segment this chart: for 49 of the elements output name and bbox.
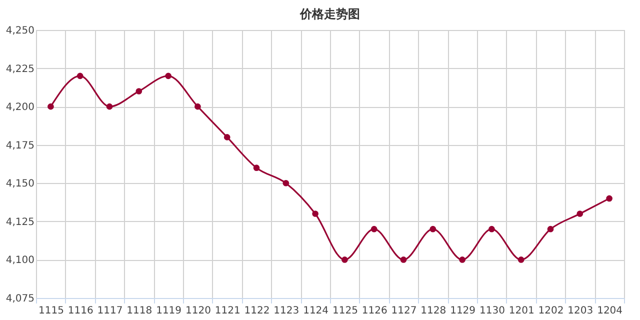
x-tick-label: 1119: [156, 306, 182, 316]
x-tick-label: 1121: [214, 306, 240, 316]
x-tick-label: 1202: [538, 306, 564, 316]
point: [370, 226, 378, 232]
y-tick-label: 4,250: [6, 26, 34, 36]
x-tick-label: 1127: [391, 306, 417, 316]
point: [518, 256, 524, 263]
x-tick-label: 1201: [508, 306, 534, 316]
point: [400, 256, 407, 263]
x-tick-label: 1115: [38, 306, 64, 316]
point: [430, 226, 436, 232]
x-tick-label: 1130: [479, 306, 505, 316]
point: [194, 103, 201, 110]
x-tick-label: 1203: [568, 306, 594, 316]
point: [312, 210, 318, 217]
x-tick-label: 1204: [597, 306, 623, 316]
point: [48, 103, 54, 110]
point: [136, 88, 142, 94]
x-tick-label: 1129: [450, 306, 476, 316]
x-tick-label: 1126: [362, 306, 388, 316]
x-tick-label: 1118: [126, 306, 152, 316]
y-tick-label: 4,075: [6, 294, 34, 304]
y-tick-label: 4,200: [6, 102, 34, 114]
x-tick-label: 1116: [68, 306, 94, 316]
point: [165, 72, 172, 80]
y-tick-label: 4,125: [6, 216, 34, 228]
point: [576, 210, 584, 217]
x-tick-label: 1124: [303, 306, 329, 316]
y-tick-label: 4,100: [6, 255, 34, 266]
point: [606, 195, 612, 202]
point: [224, 134, 230, 140]
y-tick-label: 4,225: [6, 64, 34, 75]
point: [547, 226, 554, 232]
x-tick-label: 1117: [97, 306, 123, 316]
x-tick-label: 1128: [420, 306, 446, 316]
point: [488, 226, 495, 232]
point: [253, 164, 260, 171]
x-tick-label: 1122: [244, 306, 270, 316]
y-tick-label: 4,150: [6, 178, 34, 190]
point: [342, 256, 348, 263]
y-tick-label: 4,175: [6, 140, 34, 152]
point: [76, 72, 84, 80]
x-tick-label: 1123: [274, 306, 300, 316]
point: [282, 180, 290, 186]
x-tick-label: 1120: [185, 306, 211, 316]
point: [459, 256, 466, 263]
chart-title: 价格走势图: [299, 7, 360, 21]
point: [106, 103, 113, 110]
x-tick-label: 1125: [332, 306, 358, 316]
